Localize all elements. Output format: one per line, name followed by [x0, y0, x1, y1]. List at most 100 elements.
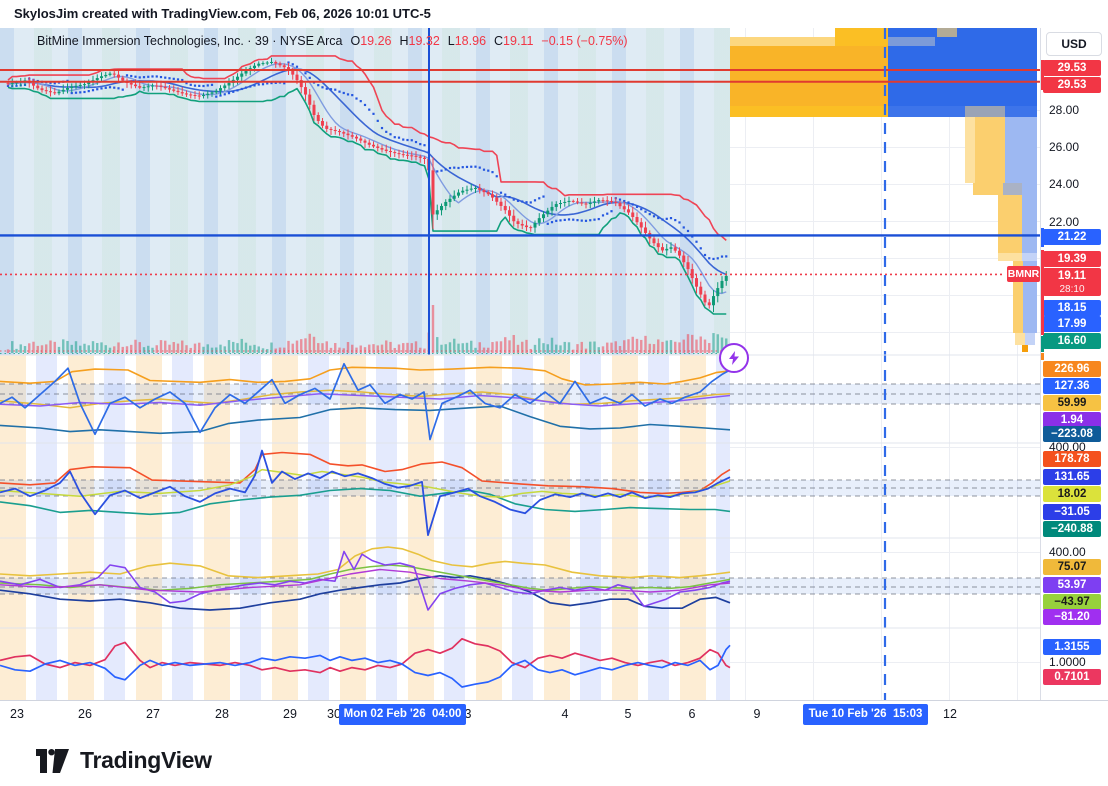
- scale-range-strip: [1041, 336, 1044, 352]
- ohlc-key: H: [399, 34, 409, 48]
- price-badge: 131.65: [1043, 469, 1101, 485]
- volume-profile-block: [937, 28, 957, 37]
- price-badge: 29.53: [1043, 77, 1101, 93]
- attribution-text: SkylosJim created with TradingView.com, …: [14, 6, 431, 21]
- price-label: 28.00: [1049, 103, 1080, 117]
- volume-profile-block: [1022, 345, 1028, 352]
- volume-profile-block: [1025, 333, 1035, 345]
- time-tick: 29: [283, 707, 297, 721]
- session-stripes-pane2: [0, 443, 730, 538]
- volume-profile-block: [730, 37, 835, 46]
- change-value: −0.15 (−0.75%): [541, 34, 628, 48]
- grid-vline: [949, 28, 950, 700]
- time-tick: 30: [327, 707, 341, 721]
- currency-toggle-button[interactable]: USD: [1046, 32, 1102, 56]
- ohlc-value: 19.32: [408, 34, 440, 48]
- price-label: 22.00: [1049, 215, 1080, 229]
- volume-profile-block: [1003, 183, 1022, 195]
- ohlc-value: 18.96: [454, 34, 487, 48]
- time-tick: 9: [753, 707, 761, 721]
- symbol-title: BitMine Immersion Technologies, Inc. · 3…: [37, 34, 343, 48]
- price-badge: 59.99: [1043, 395, 1101, 411]
- volume-profile-block: [888, 28, 1037, 37]
- price-label: 1.0000: [1049, 655, 1086, 669]
- time-tick: 26: [78, 707, 92, 721]
- price-badge: 29.53: [1043, 60, 1101, 76]
- volume-profile-block: [1005, 117, 1037, 183]
- instant-order-button[interactable]: [719, 343, 749, 373]
- ohlc-key: C: [494, 34, 504, 48]
- session-stripes-pane3: [0, 538, 730, 628]
- time-tick: 3: [464, 707, 472, 721]
- tradingview-logo-text: TradingView: [80, 746, 212, 773]
- volume-profile-block: [888, 46, 1037, 106]
- time-tick: 12: [943, 707, 957, 721]
- price-badge: 127.36: [1043, 378, 1101, 394]
- price-badge: −240.88: [1043, 521, 1101, 537]
- time-tick: 27: [146, 707, 160, 721]
- symbol-price-label: BMNR: [1007, 266, 1040, 282]
- price-badge: 226.96: [1043, 361, 1101, 377]
- volume-profile-block: [1015, 333, 1025, 345]
- grid-vline: [881, 28, 882, 700]
- symbol-header[interactable]: BitMine Immersion Technologies, Inc. · 3…: [37, 34, 628, 48]
- tradingview-logo[interactable]: TradingView: [36, 744, 212, 776]
- time-tick: 4: [561, 707, 569, 721]
- chart-plot: [0, 28, 1040, 700]
- time-marker-badge: Tue 10 Feb '26 15:03: [803, 704, 928, 725]
- volume-profile-block: [730, 106, 888, 117]
- price-badge: 53.97: [1043, 577, 1101, 593]
- ohlc-key: O: [350, 34, 361, 48]
- volume-profile-block: [730, 46, 888, 106]
- price-badge: 19.39: [1043, 251, 1101, 267]
- price-badge: −81.20: [1043, 609, 1101, 625]
- volume-profile-block: [888, 106, 1037, 117]
- volume-profile-block: [935, 37, 1037, 46]
- volume-profile-block: [835, 28, 888, 37]
- price-label: 26.00: [1049, 140, 1080, 154]
- grid-vline: [813, 28, 814, 700]
- tradingview-logo-icon: [36, 749, 69, 773]
- price-badge: 18.15: [1043, 300, 1101, 316]
- price-badge: −223.08: [1043, 426, 1101, 442]
- price-badge: 178.78: [1043, 451, 1101, 467]
- ohlc-values: O19.26 H19.32 L18.96 C19.11: [342, 34, 533, 48]
- price-badge: 18.02: [1043, 486, 1101, 502]
- badge-price: 19.11: [1057, 270, 1087, 282]
- time-tick: 28: [215, 707, 229, 721]
- volume-profile-block: [965, 106, 1005, 117]
- scale-range-strip: [1041, 353, 1044, 360]
- price-badge: 19.11 28:10: [1043, 268, 1101, 296]
- volume-profile-block: [998, 253, 1022, 261]
- ohlc-key: L: [447, 34, 455, 48]
- lightning-icon: [729, 351, 739, 365]
- price-badge: 17.99: [1043, 316, 1101, 332]
- price-label: 400.00: [1049, 545, 1086, 559]
- volume-profile-block: [1013, 261, 1023, 333]
- price-label: 400.00: [1049, 440, 1086, 454]
- time-tick: 5: [624, 707, 632, 721]
- price-badge: 75.07: [1043, 559, 1101, 575]
- price-badge: 1.3155: [1043, 639, 1101, 655]
- ohlc-value: 19.11: [503, 34, 534, 48]
- price-badge: 21.22: [1043, 229, 1101, 245]
- time-tick: 23: [10, 707, 24, 721]
- scale-range-strip: [1041, 60, 1044, 90]
- chart-canvas[interactable]: BMNR: [0, 28, 1040, 700]
- volume-profile-block: [1022, 195, 1037, 253]
- volume-profile-block: [1022, 183, 1037, 195]
- time-axis[interactable]: 23 26 27 28 29 30 3 4 5 6 9 12 Mon 02 Feb '26 04:00 T…: [0, 700, 1108, 729]
- volume-profile-block: [973, 183, 1003, 195]
- grid-vline: [1017, 28, 1018, 700]
- price-badge: 0.7101: [1043, 669, 1101, 685]
- scale-range-strip: [1041, 228, 1044, 247]
- volume-profile-block: [998, 195, 1022, 253]
- scale-range-strip: [1041, 250, 1044, 335]
- volume-profile-block: [835, 37, 888, 46]
- price-scale[interactable]: USD 28.00 26.00 24.00 22.00 400.00 400.00 1.00…: [1040, 28, 1108, 700]
- price-badge: −31.05: [1043, 504, 1101, 520]
- volume-profile-block: [1022, 253, 1037, 261]
- grid-hline: [730, 552, 1040, 553]
- time-tick: 6: [688, 707, 696, 721]
